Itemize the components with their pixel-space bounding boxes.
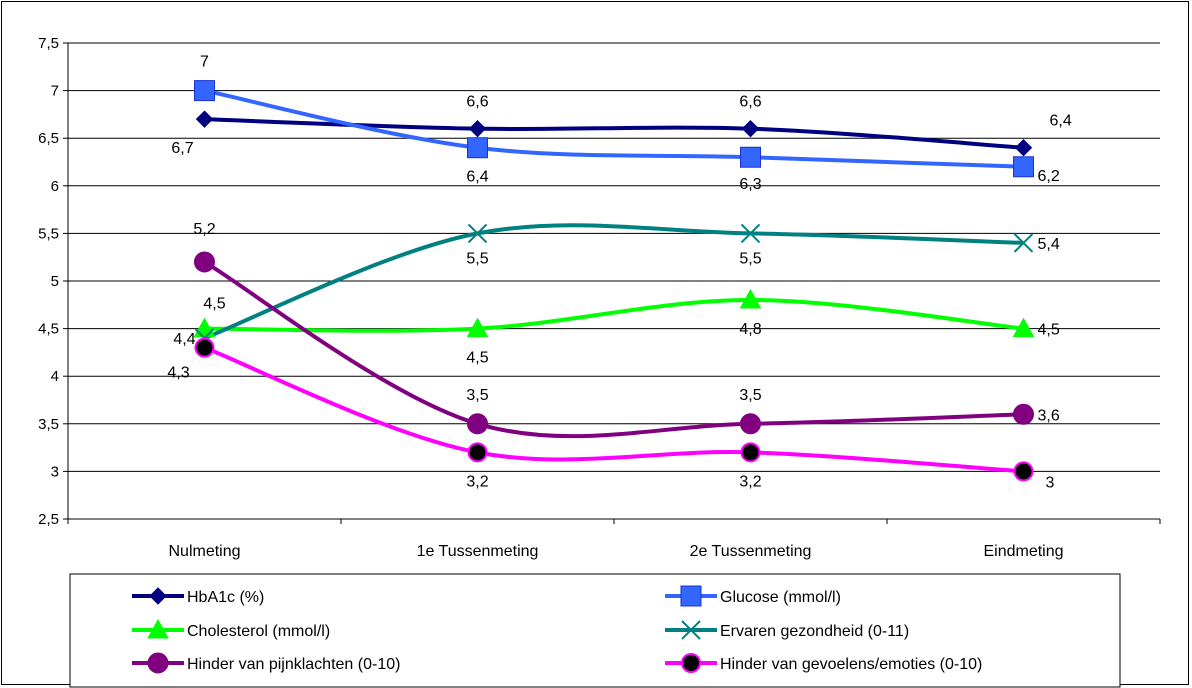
series-line [203,223,1024,340]
data-label: 6,4 [466,169,488,186]
square-icon [740,146,761,168]
legend-item: HbA1c (%) [132,587,264,606]
diamond-icon [149,587,167,605]
diamond-icon [741,119,760,138]
legend-item: Hinder van pijnklachten (0-10) [132,652,400,674]
data-label: 5,4 [1038,236,1060,253]
y-tick-label: 4,5 [38,321,59,338]
legend-label: Cholesterol (mmol/l) [187,623,330,640]
series-markers [193,80,1035,482]
circle-icon [740,413,761,435]
dot-icon [194,337,215,358]
data-label: 5,2 [193,221,215,238]
x-icon [1013,233,1034,253]
data-label: 6,6 [739,94,761,111]
data-label: 3,2 [466,473,488,490]
series-line [204,88,1024,169]
x-icon-stroke [681,620,701,640]
data-label: 4,5 [1038,322,1060,339]
data-label: 4,4 [173,331,195,348]
legend-label: Hinder van pijnklachten (0-10) [187,656,400,673]
y-tick-label: 6 [51,178,59,195]
y-tick-label: 6,5 [38,130,59,147]
x-tick-label: 1e Tussenmeting [417,543,539,560]
y-tick-label: 2,5 [38,511,59,528]
y-tick-label: 5,5 [38,225,59,242]
legend-item: Glucose (mmol/l) [665,585,841,607]
legend-label: Ervaren gezondheid (0-11) [720,623,909,640]
triangle-icon [466,317,489,338]
x-tick-label: 2e Tussenmeting [690,543,812,560]
legend-item: Cholesterol (mmol/l) [132,618,330,640]
series-lines [203,88,1024,474]
data-label: 6,6 [466,94,488,111]
x-axis: Nulmeting 1e Tussenmeting 2e Tussenmeting E… [67,518,1161,560]
y-tick-label: 3,5 [38,416,59,433]
legend-label: Glucose (mmol/l) [720,589,841,606]
x-icon [467,223,488,244]
legend-label: Hinder van gevoelens/emoties (0-10) [720,656,982,673]
legend: HbA1c (%) Glucose (mmol/l) Cholesterol (mm… [69,573,1121,688]
data-label: 3,2 [739,473,761,490]
diamond-icon [468,119,487,138]
data-labels: 6,7 6,6 6,6 6,4 7 6,4 6,3 6,2 4,5 4,5 4,8 4,5 4,4 5,5… [167,54,1071,492]
triangle-icon [1012,317,1035,338]
data-label: 5,5 [739,250,761,267]
data-label: 7 [200,54,209,71]
y-tick-label: 3 [51,463,59,480]
data-label: 5,5 [466,250,488,267]
square-icon [1013,156,1034,178]
dot-icon [1013,461,1034,482]
legend-item: Ervaren gezondheid (0-11) [665,620,909,640]
x-icon-stroke [1013,233,1034,253]
series-line [204,117,1024,150]
data-label: 3 [1046,474,1055,491]
series-line [203,260,1024,439]
data-label: 6,2 [1038,168,1060,185]
circle-icon [1013,403,1034,425]
circle-icon [147,652,169,674]
data-label: 3,5 [739,387,761,404]
triangle-icon [739,289,762,309]
y-tick-label: 5 [51,273,59,290]
x-icon [740,223,761,244]
circle-icon [467,413,488,435]
y-axis: 2,5 3 3,5 4 4,5 5 5,5 6 6,5 7 7,5 [38,35,69,528]
data-label: 3,6 [1038,407,1060,424]
series-line [204,298,1024,333]
legend-box [69,573,1121,688]
data-label: 4,5 [466,350,488,367]
x-icon-stroke [740,223,761,244]
dot-icon [467,442,488,463]
circle-icon [194,251,215,273]
square-icon [467,137,488,159]
diamond-icon [195,110,214,128]
x-tick-label: Nulmeting [168,543,240,560]
square-icon [680,585,702,607]
dot-icon [740,442,761,463]
data-label: 6,7 [171,140,193,157]
data-label: 4,3 [167,365,189,382]
y-tick-label: 7,5 [38,35,59,52]
diamond-icon [1014,139,1033,157]
gridlines [68,42,1160,520]
x-tick-label: Eindmeting [983,543,1063,560]
data-label: 4,8 [739,321,761,338]
legend-label: HbA1c (%) [187,589,264,606]
data-label: 6,3 [739,176,761,193]
x-icon-stroke [467,223,488,244]
x-icon [681,620,701,640]
square-icon [194,80,215,102]
data-label: 3,5 [466,387,488,404]
series-line [203,345,1024,474]
data-label: 4,5 [203,296,225,313]
y-tick-label: 7 [51,83,59,100]
legend-item: Hinder van gevoelens/emoties (0-10) [665,653,982,673]
dot-icon [681,653,701,673]
data-label: 6,4 [1050,113,1072,130]
triangle-icon [147,618,169,639]
y-tick-label: 4 [51,368,59,385]
